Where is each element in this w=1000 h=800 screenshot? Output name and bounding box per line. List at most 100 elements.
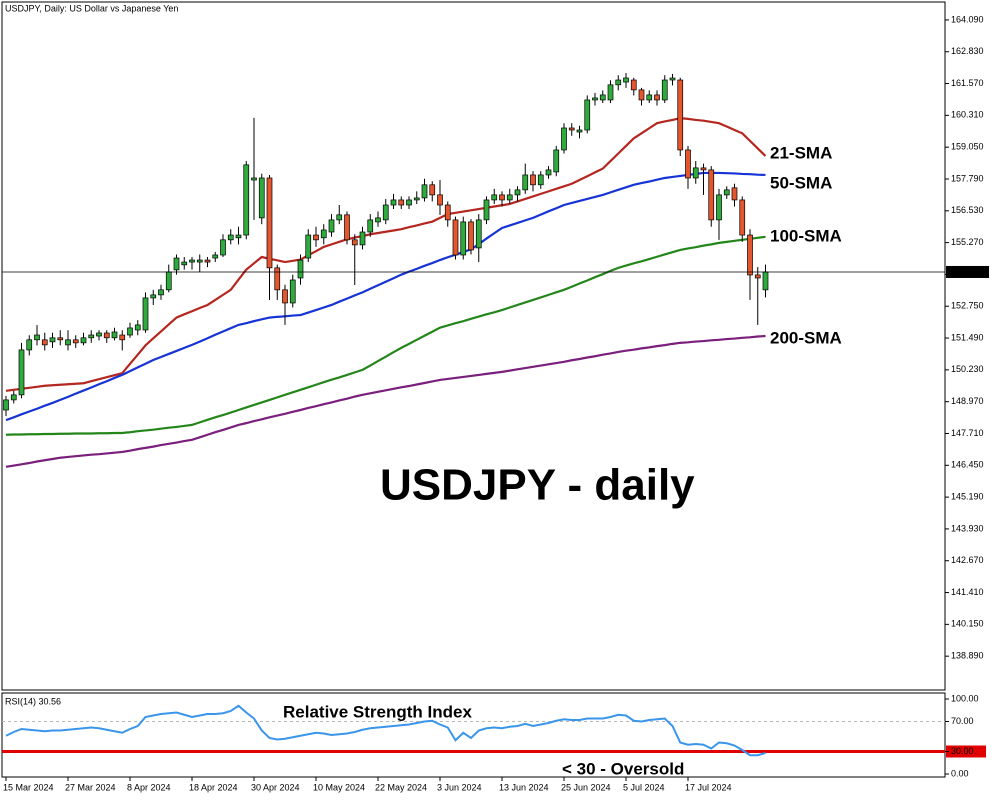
candle-body	[522, 174, 529, 191]
candle-body	[692, 167, 699, 179]
candle-body	[96, 332, 102, 337]
candle-body	[390, 199, 397, 206]
y-tick-label: 30.00	[951, 746, 974, 756]
candle-body	[196, 259, 203, 263]
candle-body	[747, 234, 753, 276]
candle-body	[142, 297, 149, 331]
candle-body	[754, 274, 761, 279]
candle-body	[289, 279, 296, 304]
candle-body	[437, 194, 443, 206]
y-tick-label: 138.890	[951, 651, 984, 661]
candle-body	[468, 221, 474, 251]
candle-body	[235, 234, 242, 239]
y-tick-label: 155.270	[951, 237, 984, 247]
candle-body	[452, 219, 459, 256]
x-tick-label: 13 Jun 2024	[499, 782, 549, 792]
candle-body	[57, 337, 64, 341]
candle-body	[685, 149, 691, 179]
x-tick-label: 5 Jul 2024	[623, 782, 665, 792]
candle-body	[227, 234, 234, 241]
candle-body	[119, 334, 126, 341]
candle-body	[654, 94, 660, 101]
candle-body	[274, 267, 281, 291]
candle-body	[413, 197, 420, 201]
y-tick-label: 159.050	[951, 142, 984, 152]
x-tick-label: 8 Apr 2024	[127, 782, 171, 792]
candle-body	[506, 194, 513, 201]
candle-body	[320, 229, 327, 239]
candle-body	[251, 177, 257, 181]
candle-body	[491, 194, 498, 201]
y-tick-label: 151.490	[951, 332, 984, 342]
candle-body	[599, 94, 606, 101]
y-tick-label: 70.00	[951, 716, 974, 726]
candle-body	[708, 169, 715, 221]
x-tick-label: 30 Apr 2024	[251, 782, 300, 792]
candle-body	[305, 234, 312, 259]
y-tick-label: 141.410	[951, 587, 984, 597]
y-tick-label: 164.090	[951, 14, 984, 24]
candle-body	[584, 99, 591, 131]
y-tick-label: 143.930	[951, 523, 984, 533]
candle-body	[181, 261, 188, 266]
candle-body	[646, 94, 653, 101]
y-tick-label: 157.790	[951, 173, 984, 183]
current-price-label: 154.107	[949, 266, 982, 276]
x-tick-label: 10 May 2024	[313, 782, 365, 792]
y-tick-label: 160.310	[951, 110, 984, 120]
rsi-title: RSI(14) 30.56	[5, 696, 61, 706]
candle-body	[499, 194, 505, 201]
candle-body	[26, 339, 33, 351]
candle-body	[739, 199, 746, 236]
rsi-panel	[1, 692, 946, 778]
candle-body	[165, 271, 172, 291]
candle-body	[382, 204, 389, 221]
candle-body	[80, 337, 87, 344]
x-tick-label: 27 Mar 2024	[65, 782, 116, 792]
oversold-annotation: < 30 - Oversold	[562, 759, 684, 778]
chart-title: USDJPY, Daily: US Dollar vs Japanese Yen	[5, 3, 178, 13]
candle-body	[220, 239, 226, 256]
candle-body	[18, 349, 25, 396]
candle-body	[592, 97, 598, 101]
candle-body	[677, 79, 684, 151]
candle-body	[103, 332, 110, 339]
candle-body	[212, 254, 219, 259]
candle-body	[328, 219, 335, 233]
rsi-annotation: Relative Strength Index	[283, 702, 472, 721]
candle-body	[111, 331, 118, 339]
candle-body	[173, 257, 180, 271]
candle-body	[258, 177, 265, 219]
x-tick-label: 18 Apr 2024	[189, 782, 238, 792]
sma-label: 200-SMA	[770, 329, 842, 348]
candle-body	[34, 334, 40, 341]
candle-body	[367, 219, 374, 233]
x-tick-label: 3 Jun 2024	[437, 782, 482, 792]
x-tick-label: 25 Jun 2024	[561, 782, 611, 792]
sma-label: 21-SMA	[770, 143, 832, 162]
candle-body	[545, 169, 552, 176]
y-tick-label: 147.710	[951, 428, 984, 438]
sma-line	[5, 117, 767, 392]
y-tick-label: 142.670	[951, 555, 984, 565]
y-tick-label: 148.970	[951, 396, 984, 406]
y-tick-label: 150.230	[951, 364, 984, 374]
candle-body	[444, 204, 451, 221]
y-tick-label: 156.530	[951, 205, 984, 215]
y-tick-label: 162.830	[951, 46, 984, 56]
candle-body	[615, 79, 622, 86]
candle-body	[266, 177, 273, 269]
rsi-line	[5, 704, 766, 757]
price-panel	[1, 1, 946, 691]
candle-body	[553, 149, 560, 173]
y-tick-label: 146.450	[951, 460, 984, 470]
candle-body	[723, 189, 730, 196]
candle-body	[607, 84, 614, 101]
candle-body	[669, 77, 676, 81]
candle-body	[661, 79, 668, 101]
candle-body	[189, 259, 195, 263]
sma-label: 50-SMA	[770, 173, 832, 192]
candle-body	[158, 289, 164, 296]
y-tick-label: 145.190	[951, 491, 984, 501]
